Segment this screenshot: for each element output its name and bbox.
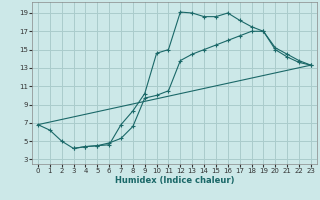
X-axis label: Humidex (Indice chaleur): Humidex (Indice chaleur) xyxy=(115,176,234,185)
